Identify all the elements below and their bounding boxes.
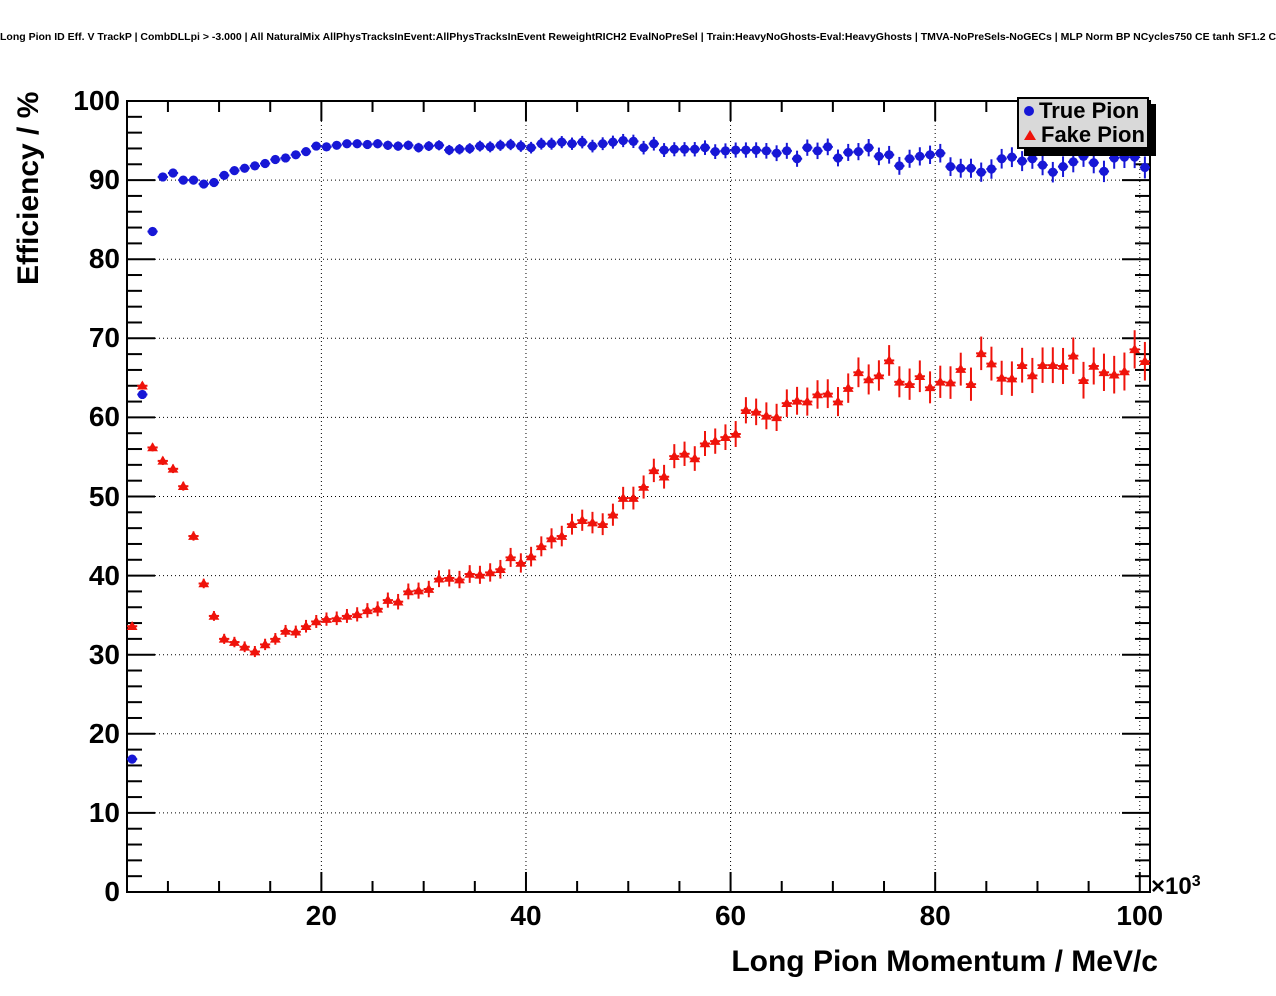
plot-title: Long Pion ID Eff. V TrackP | CombDLLpi >…: [0, 31, 1276, 43]
legend: True Pion Fake Pion: [1017, 97, 1149, 149]
y-tick-label: 80: [88, 243, 120, 275]
y-tick-label: 20: [88, 717, 120, 749]
plot-frame: [126, 100, 1151, 893]
legend-label-fake-pion: Fake Pion: [1041, 122, 1145, 147]
y-tick-label: 100: [73, 85, 120, 116]
x-tick-label: 20: [305, 900, 337, 931]
axis-ticks: [127, 100, 1150, 893]
legend-item-fake-pion: Fake Pion: [1019, 123, 1147, 147]
y-tick-label: 60: [88, 401, 120, 433]
x-axis-exponent: ×103: [1151, 873, 1201, 901]
x-tick-label: 40: [510, 900, 542, 931]
x-exponent-mantissa: ×10: [1151, 873, 1192, 900]
y-tick-label: 70: [88, 322, 120, 354]
y-tick-label: 90: [88, 164, 120, 196]
x-tick-label: 60: [714, 900, 747, 931]
series-fake-pion: [126, 330, 1151, 658]
x-exponent-power: 3: [1191, 873, 1201, 890]
grid-lines: [127, 101, 1150, 892]
x-tick-label: 100: [1116, 900, 1164, 931]
y-tick-label: 50: [88, 480, 120, 512]
legend-label-true-pion: True Pion: [1039, 98, 1140, 123]
true-pion-circle-icon: [1024, 106, 1034, 116]
y-tick-label: 10: [88, 796, 120, 828]
x-axis-title: Long Pion Momentum / MeV/c: [731, 945, 1158, 978]
x-tick-label: 80: [919, 900, 951, 931]
y-tick-label: 30: [88, 638, 120, 670]
y-tick-label: 40: [88, 559, 120, 591]
fake-pion-triangle-icon: [1024, 130, 1036, 140]
y-tick-label: 0: [104, 876, 120, 907]
y-axis-title: Efficiency / %: [12, 91, 45, 285]
series-true-pion: [127, 133, 1150, 764]
legend-item-true-pion: True Pion: [1019, 99, 1147, 123]
